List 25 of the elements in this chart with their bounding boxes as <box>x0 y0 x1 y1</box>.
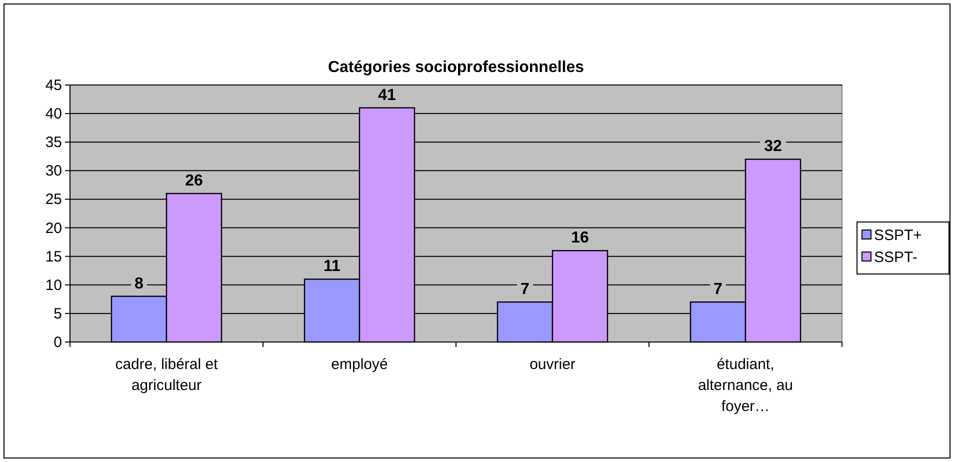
y-tick-label: 45 <box>45 77 62 94</box>
y-tick-label: 30 <box>45 162 62 180</box>
y-tick-label: 35 <box>45 134 62 152</box>
data-label: 8 <box>134 275 144 292</box>
y-tick-label: 15 <box>45 248 62 266</box>
x-tick-label: employé <box>331 356 388 373</box>
data-label: 11 <box>324 258 341 276</box>
legend-label: SSPT+ <box>874 227 922 244</box>
data-label: 7 <box>714 281 723 298</box>
x-tick-label: étudiant, alternance, au foyer… <box>698 356 794 415</box>
y-tick-label: 20 <box>45 220 62 237</box>
chart-title: Catégories socioprofessionnelles <box>328 59 584 76</box>
y-tick-label: 25 <box>45 191 62 208</box>
y-tick-label: 0 <box>54 334 62 351</box>
data-label: 16 <box>571 230 589 247</box>
y-tick-label: 40 <box>45 106 62 123</box>
data-label: 32 <box>764 138 782 156</box>
data-label: 41 <box>378 86 396 104</box>
y-tick-label: 10 <box>45 276 62 294</box>
data-label: 7 <box>520 281 530 298</box>
x-tick-label: ouvrier <box>530 356 576 373</box>
x-tick-label: cadre, libéral et agriculteur <box>115 356 219 394</box>
y-tick-label: 5 <box>54 305 62 322</box>
legend-label: SSPT- <box>874 249 918 266</box>
data-label: 26 <box>185 172 203 190</box>
